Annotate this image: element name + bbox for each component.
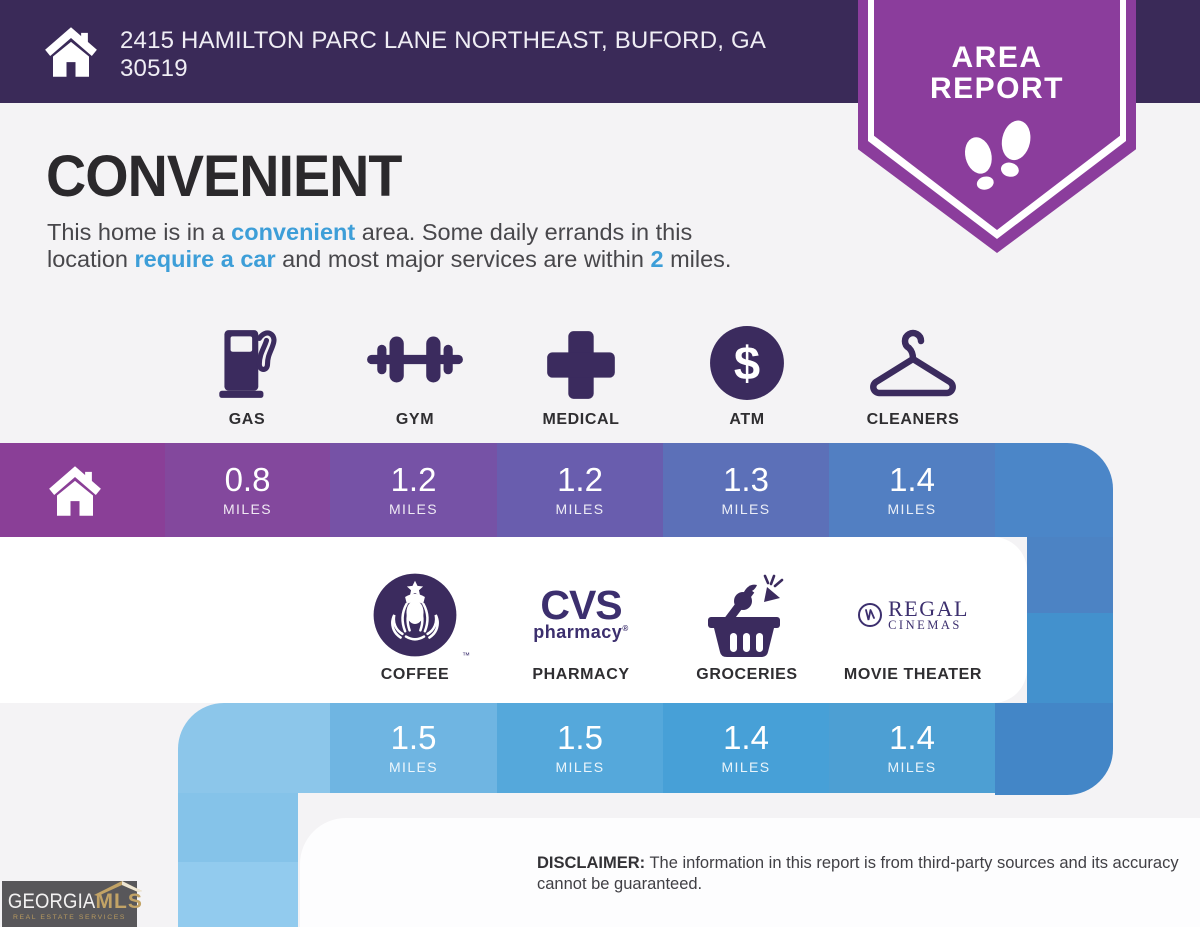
poi-label: MEDICAL	[542, 411, 620, 428]
poi-movie-theater: REGAL CINEMAS MOVIE THEATER	[818, 568, 1008, 684]
regal-cinemas-logo: REGAL CINEMAS	[818, 568, 1008, 662]
distance-cell-coffee: 1.5 MILES	[330, 703, 497, 793]
highlight-require-a-car: require a car	[134, 246, 276, 272]
poi-atm: $ ATM	[664, 316, 830, 429]
cvs-pharmacy-logo: CVS pharmacy®	[533, 581, 629, 642]
poi-label: MOVIE THEATER	[843, 666, 983, 683]
distance-cell-cleaners: 1.4 MILES	[829, 443, 995, 537]
poi-medical: MEDICAL	[498, 316, 664, 429]
band-curve-bottom-right	[995, 703, 1113, 795]
highlight-convenient: convenient	[231, 219, 356, 245]
poi-gym: GYM	[332, 316, 498, 429]
gas-pump-icon	[219, 330, 277, 398]
disclaimer-panel	[300, 818, 1200, 927]
georgia-mls-logo: GEORGIA MLS REAL ESTATE SERVICES	[2, 880, 142, 927]
footprints-icon	[964, 120, 1031, 190]
highlight-miles-count: 2	[650, 246, 664, 272]
property-address: 2415 HAMILTON PARC LANE NORTHEAST, BUFOR…	[120, 27, 767, 82]
distance-cell-movie-theater: 1.4 MILES	[829, 703, 995, 793]
distance-cell-atm: 1.3 MILES	[663, 443, 829, 537]
hanger-icon	[870, 329, 956, 397]
distance-cell-gas: 0.8 MILES	[165, 443, 330, 537]
rating-description: This home is in a convenient area. Some …	[47, 219, 732, 272]
dumbbell-icon	[367, 336, 463, 383]
distance-cell-groceries: 1.4 MILES	[663, 703, 829, 793]
home-icon	[49, 466, 101, 516]
grocery-basket-icon	[708, 574, 784, 657]
home-icon	[45, 27, 97, 77]
trademark-symbol: ™	[462, 651, 470, 660]
brands-panel	[0, 537, 1027, 703]
path-left-column-upper	[178, 793, 298, 862]
poi-label: COFFEE	[380, 666, 450, 683]
poi-label: PHARMACY	[532, 666, 630, 683]
band-curve-top-right	[995, 443, 1113, 537]
disclaimer-text: DISCLAIMER: The information in this repo…	[537, 854, 1179, 893]
poi-label: GYM	[395, 411, 435, 428]
poi-pharmacy: CVS pharmacy® PHARMACY	[486, 568, 676, 684]
distance-cell-medical: 1.2 MILES	[497, 443, 663, 537]
poi-groceries: GROCERIES	[652, 568, 842, 684]
band-turn-bottom-left	[178, 703, 330, 793]
poi-label: GROCERIES	[696, 666, 798, 683]
medical-cross-icon	[547, 331, 615, 399]
path-left-column-lower	[178, 862, 298, 927]
poi-label: GAS	[228, 411, 266, 428]
area-report-badge: AREA REPORT	[858, 0, 1136, 253]
dollar-circle-icon: $	[710, 326, 784, 400]
poi-label: CLEANERS	[866, 411, 960, 428]
distance-cell-pharmacy: 1.5 MILES	[497, 703, 663, 793]
poi-gas: GAS	[164, 316, 330, 429]
walkability-rating-title: CONVENIENT	[46, 144, 402, 209]
poi-coffee: ™ COFFEE	[320, 568, 510, 684]
regal-crown-emblem-icon	[858, 603, 883, 627]
path-right-column-upper	[1027, 537, 1113, 613]
roof-icon	[93, 880, 142, 896]
starbucks-logo	[373, 573, 457, 657]
badge-title-line2: REPORT	[929, 72, 1064, 105]
poi-cleaners: CLEANERS	[830, 316, 996, 429]
poi-label: ATM	[729, 411, 765, 428]
distance-cell-gym: 1.2 MILES	[330, 443, 497, 537]
path-right-column-lower	[1027, 613, 1113, 703]
svg-text:$: $	[734, 337, 760, 390]
badge-title-line1: AREA	[951, 41, 1043, 74]
